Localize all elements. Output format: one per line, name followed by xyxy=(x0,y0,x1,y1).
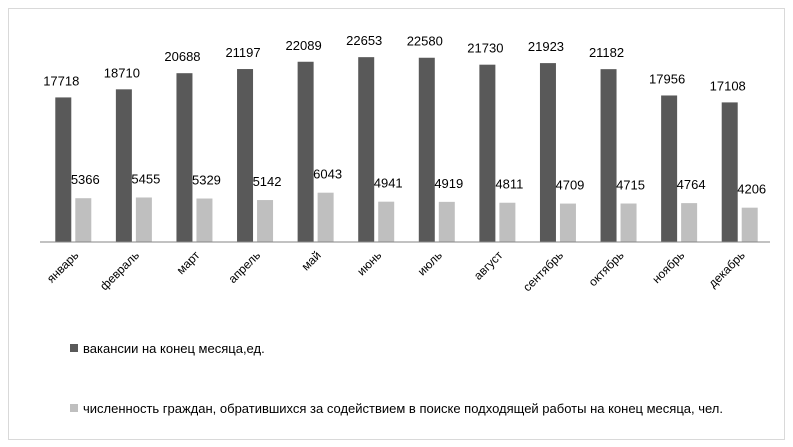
bar xyxy=(438,201,455,242)
bar xyxy=(721,102,738,243)
data-label: 22580 xyxy=(407,34,443,49)
data-label: 4206 xyxy=(737,182,766,197)
bar xyxy=(115,89,132,242)
data-label: 17108 xyxy=(710,78,746,93)
bar xyxy=(539,63,556,242)
bar xyxy=(55,97,72,243)
data-label: 21923 xyxy=(528,39,564,54)
data-label: 21182 xyxy=(589,45,624,60)
legend-swatch xyxy=(70,404,78,412)
data-label: 4715 xyxy=(616,178,645,193)
bar xyxy=(559,203,576,242)
data-label: 4919 xyxy=(434,176,463,191)
bar xyxy=(620,203,637,242)
data-label: 4941 xyxy=(374,176,403,191)
bar xyxy=(358,57,375,242)
bar xyxy=(661,95,678,243)
bar xyxy=(378,201,395,242)
bar xyxy=(600,69,617,242)
data-label: 4811 xyxy=(495,177,523,192)
bar xyxy=(741,207,758,242)
bar xyxy=(499,202,516,242)
bar xyxy=(418,57,435,243)
data-label: 5455 xyxy=(131,171,160,186)
bar xyxy=(479,64,496,242)
data-label: 20688 xyxy=(164,49,200,64)
bar xyxy=(135,197,152,242)
data-label: 6043 xyxy=(313,167,342,182)
legend-item: вакансии на конец месяца,ед. xyxy=(70,340,748,357)
bar xyxy=(317,192,334,242)
legend-label: вакансии на конец месяца,ед. xyxy=(83,341,265,356)
legend-item: численность граждан, обратившихся за сод… xyxy=(70,400,748,417)
data-label: 5329 xyxy=(192,173,221,188)
data-label: 17956 xyxy=(649,71,685,86)
bar xyxy=(681,203,698,242)
legend-label: численность граждан, обратившихся за сод… xyxy=(83,401,723,416)
data-label: 4709 xyxy=(555,178,584,193)
data-label: 5142 xyxy=(253,174,282,189)
data-label: 21197 xyxy=(225,45,260,60)
data-label: 17718 xyxy=(43,73,79,88)
legend-swatch xyxy=(70,344,78,352)
data-label: 21730 xyxy=(467,41,503,56)
bar xyxy=(257,200,274,242)
data-label: 5366 xyxy=(71,172,100,187)
bar xyxy=(297,61,314,243)
bar xyxy=(176,73,193,243)
bar xyxy=(196,198,213,242)
bar xyxy=(237,69,254,243)
data-label: 18710 xyxy=(104,65,140,80)
data-label: 4764 xyxy=(677,177,706,192)
data-label: 22089 xyxy=(286,38,322,53)
data-label: 22653 xyxy=(346,33,382,48)
bar xyxy=(75,198,92,242)
